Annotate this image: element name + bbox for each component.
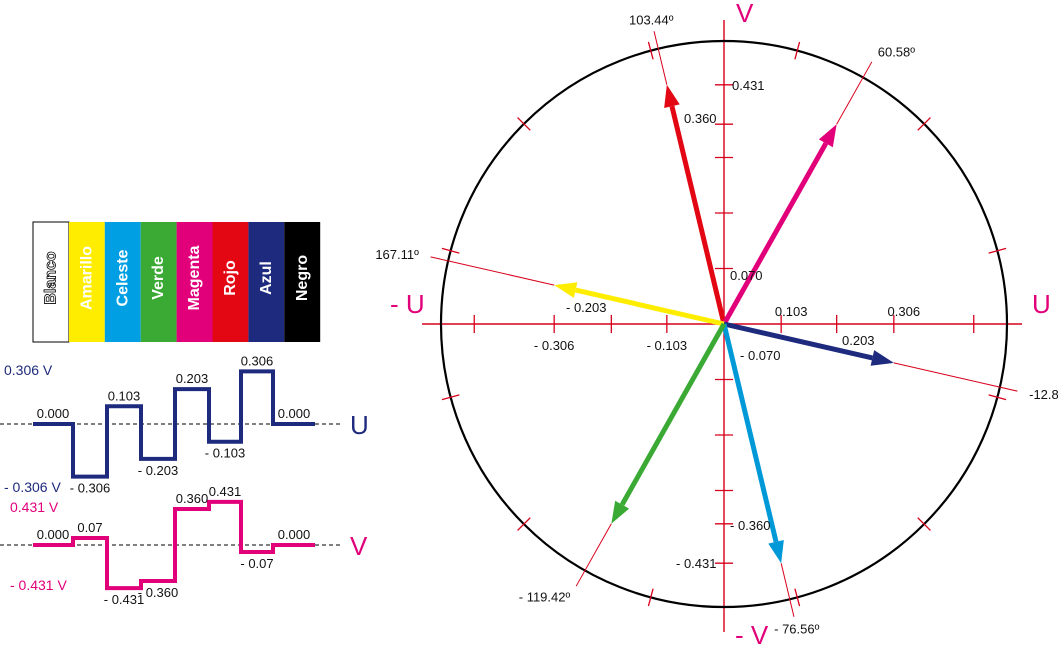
circle-tick	[917, 117, 931, 131]
circle-tick	[794, 41, 801, 60]
u-axis-value-label: 0.306	[888, 304, 921, 319]
circle-tick	[517, 117, 531, 131]
segment-value-label: 0.431	[209, 484, 242, 499]
vector-v-component-label: - 0.360	[730, 518, 770, 533]
vector-v-component-label: - 0.070	[740, 348, 780, 363]
color-bar-label: Celeste	[114, 249, 131, 306]
waveform-trace	[33, 499, 315, 591]
color-bar-label: Magenta	[186, 245, 203, 310]
vectorscope: U - U V - V 0.103 0.306 - 0.103 - 0.306 0.431 - 0…	[375, 0, 1058, 645]
circle-tick	[988, 247, 1007, 254]
segment-value-label: 0.103	[108, 388, 141, 403]
u-waveform: 0.306 V - 0.306 V 0.000 - 0.306 0.103 - 0.203…	[0, 353, 369, 496]
color-bars: Blanco Amarillo Celeste Verde Magenta Rojo Azu…	[32, 221, 321, 343]
vector-u-component-label: 0.203	[842, 333, 875, 348]
segment-value-label: 0.360	[176, 491, 209, 506]
axis-label-minus-v: - V	[735, 620, 769, 645]
v-waveform: 0.431 V - 0.431 V 0.000 0.07 - 0.431- 0.360 0…	[0, 484, 368, 607]
circle-tick	[647, 588, 654, 607]
vector-u-component-label: - 0.203	[566, 300, 606, 315]
circle-tick	[917, 517, 931, 531]
circle-tick	[794, 588, 801, 607]
axis-label-v: V	[736, 0, 754, 28]
angle-ray	[780, 563, 795, 617]
segment-value-label: - 0.103	[205, 446, 245, 461]
color-bar-celeste	[104, 222, 141, 342]
vector-amarillo	[575, 287, 725, 327]
vector-v-component-label: 0.070	[730, 268, 763, 283]
segment-value-label: 0.000	[278, 527, 311, 542]
arrowhead-celeste	[768, 539, 784, 564]
circle-tick	[988, 394, 1007, 401]
segment-value-label: 0.203	[176, 371, 209, 386]
color-bar-verde	[140, 222, 177, 342]
color-bar-label: Azul	[258, 261, 275, 295]
angle-ray	[653, 31, 668, 85]
vector-celeste	[721, 323, 779, 543]
circle-tick	[441, 394, 460, 401]
arrowhead-magenta	[818, 124, 837, 148]
color-bar-label: Amarillo	[78, 246, 95, 310]
color-bar-label: Rojo	[222, 260, 239, 296]
segment-value-label: - 0.360	[138, 585, 178, 600]
segment-value-label: 0.000	[37, 406, 70, 421]
angle-label: - 76.56º	[774, 621, 819, 636]
arrowhead-verde	[611, 500, 630, 524]
bottom-level-label: - 0.306 V	[4, 479, 61, 495]
u-axis-value-label: - 0.306	[534, 338, 574, 353]
scope-circle	[439, 39, 1009, 609]
angle-ray	[575, 523, 612, 587]
angle-label: -12.89º	[1029, 387, 1058, 402]
vector-verde	[619, 322, 727, 506]
waveform-axis-label: U	[350, 410, 369, 440]
segment-value-label: 0.07	[77, 520, 102, 535]
segment-value-label: - 0.431	[104, 592, 144, 607]
angle-ray	[430, 256, 555, 286]
color-bar-label: Verde	[150, 256, 167, 300]
color-bar-magenta	[176, 222, 213, 342]
angle-ray	[893, 362, 1018, 392]
segment-value-label: - 0.07	[240, 556, 273, 571]
color-bar-blanco	[32, 221, 70, 343]
segment-value-label: - 0.203	[138, 463, 178, 478]
axis-label-u: U	[1032, 289, 1051, 319]
vector-azul	[723, 321, 873, 361]
vector-v-component-label: 0.360	[684, 111, 717, 126]
angle-label: 60.58º	[878, 44, 916, 59]
color-bar-label: Blanco	[42, 251, 59, 305]
circle-tick	[441, 247, 460, 254]
vector-rojo	[669, 105, 727, 325]
waveform-trace	[33, 369, 315, 479]
color-bar-azul	[248, 222, 285, 342]
circle-tick	[647, 41, 654, 60]
top-level-label: 0.431 V	[10, 499, 59, 515]
angle-label: 167.11º	[375, 247, 419, 262]
u-axis-value-label: 0.103	[775, 304, 808, 319]
arrowhead-rojo	[664, 84, 680, 109]
arrowhead-azul	[870, 350, 894, 366]
arrowhead-amarillo	[554, 282, 578, 298]
color-bar-negro	[284, 222, 321, 342]
top-level-label: 0.306 V	[4, 362, 53, 378]
v-axis-value-label: 0.431	[732, 78, 765, 93]
segment-value-label: 0.000	[37, 527, 70, 542]
axis-label-minus-u: - U	[390, 289, 425, 319]
angle-label: 103.44º	[629, 13, 674, 28]
segment-value-label: - 0.306	[70, 481, 110, 496]
angle-ray	[836, 61, 873, 125]
v-axis-value-label: - 0.431	[676, 556, 716, 571]
angle-label: - 119.42º	[519, 590, 571, 605]
segment-value-label: 0.306	[241, 353, 274, 368]
vector-magenta	[721, 142, 829, 326]
segment-value-label: 0.000	[278, 406, 311, 421]
color-bar-amarillo	[68, 222, 105, 342]
circle-tick	[517, 517, 531, 531]
color-bar-rojo	[212, 222, 249, 342]
color-bar-label: Negro	[294, 255, 311, 301]
u-axis-value-label: - 0.103	[647, 338, 687, 353]
waveform-axis-label: V	[350, 531, 368, 561]
bottom-level-label: - 0.431 V	[10, 577, 67, 593]
